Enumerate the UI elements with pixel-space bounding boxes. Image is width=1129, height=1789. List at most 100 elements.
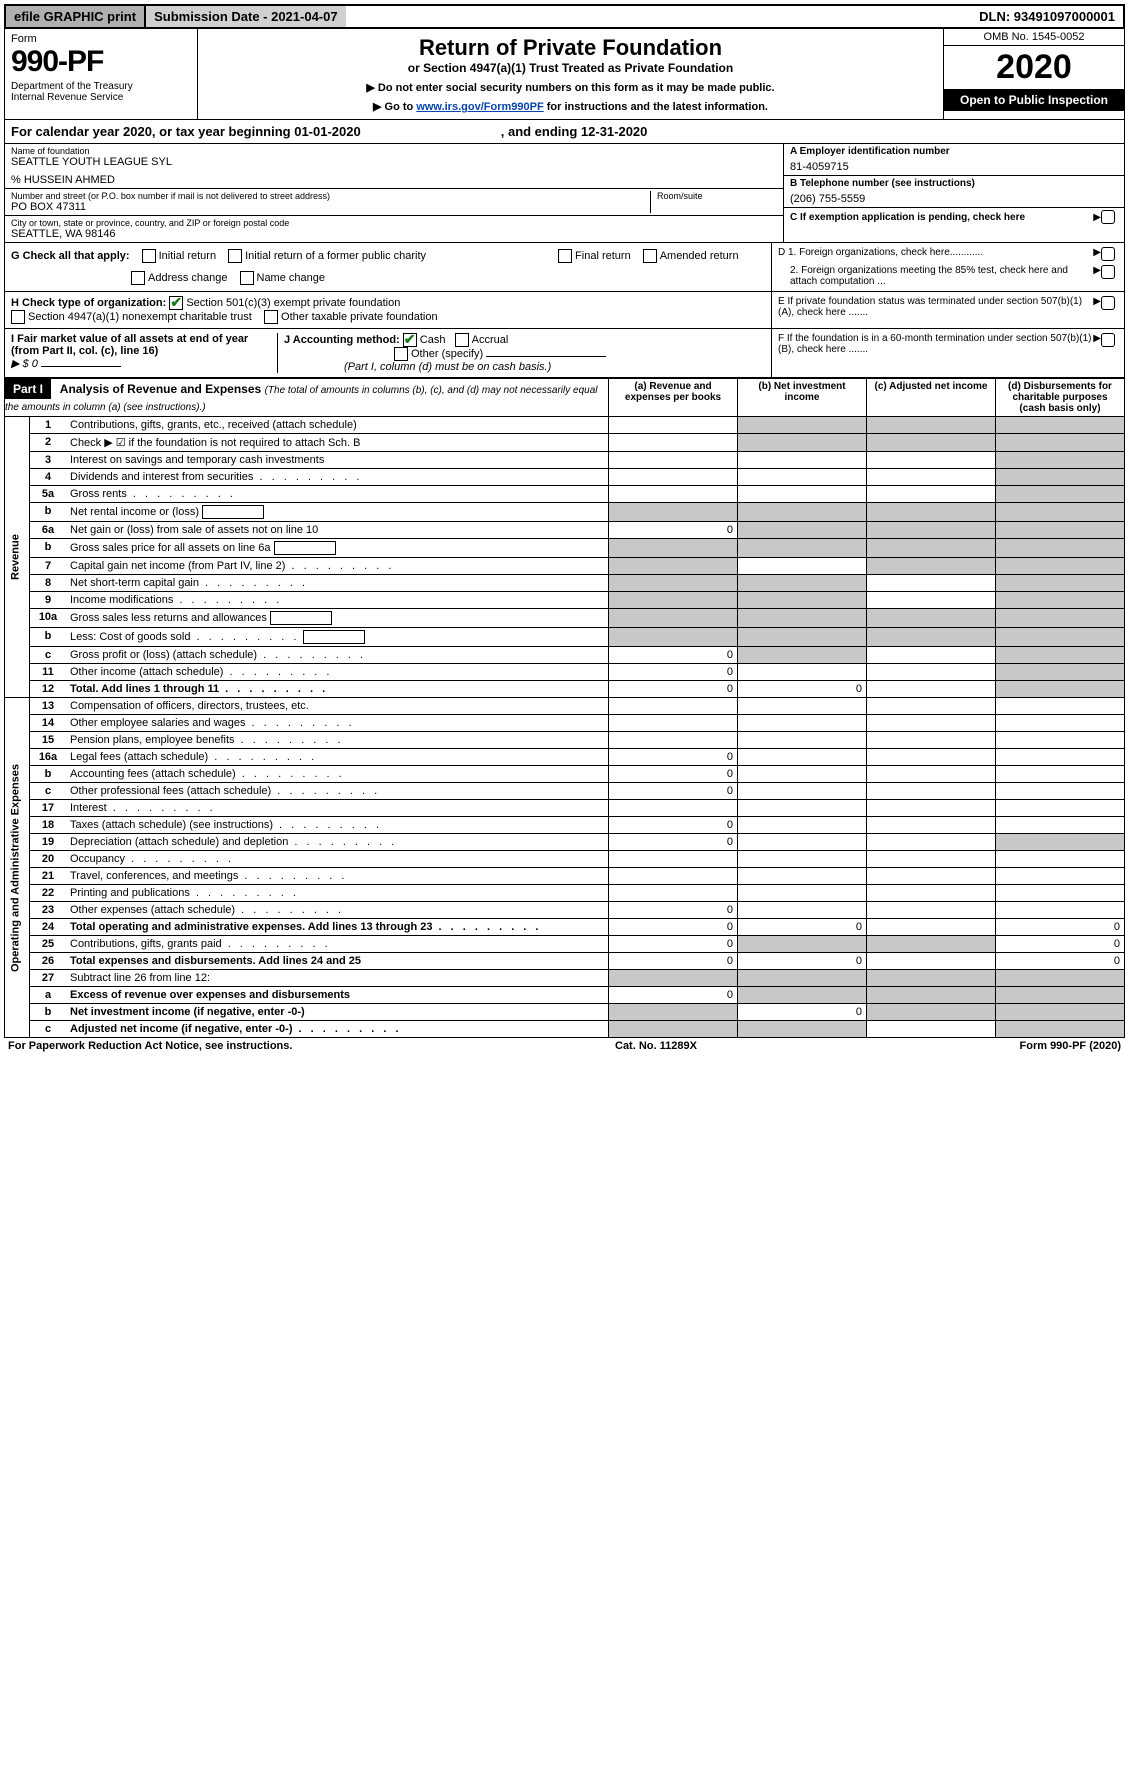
f-checkbox[interactable] [1101, 333, 1115, 347]
cell-shaded [867, 628, 996, 647]
row-description: Contributions, gifts, grants, etc., rece… [66, 417, 609, 434]
g-initial-checkbox[interactable] [142, 249, 156, 263]
cell-shaded [867, 522, 996, 539]
cell-amount [996, 851, 1125, 868]
table-row: Revenue1Contributions, gifts, grants, et… [5, 417, 1125, 434]
table-row: 16aLegal fees (attach schedule)0 [5, 749, 1125, 766]
cell-shaded [867, 1004, 996, 1021]
cell-shaded [996, 452, 1125, 469]
j-note: (Part I, column (d) must be on cash basi… [284, 361, 551, 373]
row-description: Gross profit or (loss) (attach schedule) [66, 647, 609, 664]
j-accrual-checkbox[interactable] [455, 333, 469, 347]
cell-shaded [996, 417, 1125, 434]
cell-amount [867, 749, 996, 766]
cell-shaded [738, 987, 867, 1004]
form-header: Form 990-PF Department of the Treasury I… [4, 29, 1125, 120]
cell-amount [738, 800, 867, 817]
row-description: Gross sales price for all assets on line… [66, 539, 609, 558]
table-row: 12Total. Add lines 1 through 1100 [5, 681, 1125, 698]
row-description: Gross rents [66, 486, 609, 503]
table-row: 10aGross sales less returns and allowanc… [5, 609, 1125, 628]
row-number: 24 [30, 919, 67, 936]
inline-input[interactable] [274, 541, 336, 555]
cell-amount [609, 698, 738, 715]
row-number: 14 [30, 715, 67, 732]
inline-input[interactable] [202, 505, 264, 519]
efile-label[interactable]: efile GRAPHIC print [6, 6, 144, 27]
cell-amount [867, 766, 996, 783]
cell-shaded [996, 987, 1125, 1004]
d2-label: 2. Foreign organizations meeting the 85%… [778, 265, 1093, 287]
inline-input[interactable] [270, 611, 332, 625]
form-subtitle: or Section 4947(a)(1) Trust Treated as P… [204, 61, 937, 75]
table-row: bAccounting fees (attach schedule)0 [5, 766, 1125, 783]
g-final-checkbox[interactable] [558, 249, 572, 263]
j-cash-checkbox[interactable] [403, 333, 417, 347]
cell-shaded [996, 1004, 1125, 1021]
row-description: Taxes (attach schedule) (see instruction… [66, 817, 609, 834]
row-description: Total. Add lines 1 through 11 [66, 681, 609, 698]
row-description: Other expenses (attach schedule) [66, 902, 609, 919]
row-description: Legal fees (attach schedule) [66, 749, 609, 766]
table-row: 7Capital gain net income (from Part IV, … [5, 558, 1125, 575]
cell-shaded [996, 434, 1125, 452]
info-grid: Name of foundation SEATTLE YOUTH LEAGUE … [4, 144, 1125, 243]
table-row: 27Subtract line 26 from line 12: [5, 970, 1125, 987]
row-description: Interest [66, 800, 609, 817]
h-501c3-checkbox[interactable] [169, 296, 183, 310]
row-number: a [30, 987, 67, 1004]
cell-amount [867, 469, 996, 486]
e-checkbox[interactable] [1101, 296, 1115, 310]
g-name-checkbox[interactable] [240, 271, 254, 285]
j-accrual-label: Accrual [472, 334, 509, 346]
h-4947-checkbox[interactable] [11, 310, 25, 324]
col-b-header: (b) Net investment income [738, 379, 867, 417]
row-description: Dividends and interest from securities [66, 469, 609, 486]
row-number: c [30, 1021, 67, 1038]
cell-amount [609, 715, 738, 732]
cell-amount [867, 953, 996, 970]
g-initial-former-checkbox[interactable] [228, 249, 242, 263]
row-description: Income modifications [66, 592, 609, 609]
j-other-checkbox[interactable] [394, 347, 408, 361]
c-checkbox[interactable] [1101, 210, 1115, 224]
cell-amount [867, 885, 996, 902]
section-label: Revenue [5, 417, 30, 698]
header-right: OMB No. 1545-0052 2020 Open to Public In… [943, 29, 1124, 119]
inline-input[interactable] [303, 630, 365, 644]
table-row: bNet rental income or (loss) [5, 503, 1125, 522]
g-opt-1: Initial return of a former public charit… [245, 250, 426, 262]
g-address-checkbox[interactable] [131, 271, 145, 285]
h-other-checkbox[interactable] [264, 310, 278, 324]
g-amended-checkbox[interactable] [643, 249, 657, 263]
instructions-link[interactable]: www.irs.gov/Form990PF [416, 101, 543, 113]
cell-amount [867, 851, 996, 868]
revenue-body: Revenue1Contributions, gifts, grants, et… [5, 417, 1125, 698]
part1-header-row: Part I Analysis of Revenue and Expenses … [5, 379, 1125, 417]
d2-checkbox[interactable] [1101, 265, 1115, 279]
d1-checkbox[interactable] [1101, 247, 1115, 261]
cell-shaded [996, 539, 1125, 558]
cell-shaded [996, 558, 1125, 575]
cell-amount [609, 851, 738, 868]
cell-amount [867, 575, 996, 592]
form-title: Return of Private Foundation [204, 35, 937, 61]
cell-amount [996, 766, 1125, 783]
row-description: Other professional fees (attach schedule… [66, 783, 609, 800]
dln: DLN: 93491097000001 [971, 6, 1123, 27]
cell-amount [867, 681, 996, 698]
table-row: 20Occupancy [5, 851, 1125, 868]
cell-shaded [738, 970, 867, 987]
cell-shaded [867, 434, 996, 452]
row-number: 17 [30, 800, 67, 817]
row-number: c [30, 783, 67, 800]
cell-amount [867, 902, 996, 919]
cell-amount: 0 [738, 681, 867, 698]
city-label: City or town, state or province, country… [11, 218, 777, 228]
cell-amount [867, 452, 996, 469]
row-number: 11 [30, 664, 67, 681]
cell-shaded [996, 628, 1125, 647]
cell-amount [609, 452, 738, 469]
row-number: 23 [30, 902, 67, 919]
submission-date: Submission Date - 2021-04-07 [144, 6, 346, 27]
